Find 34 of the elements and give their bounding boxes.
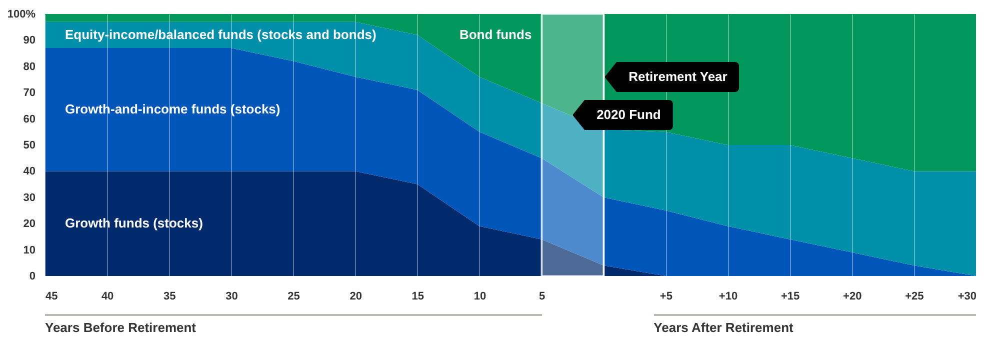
- x-tick-label: +30: [958, 290, 976, 302]
- y-tick-label: 10: [23, 244, 36, 256]
- y-tick-label: 40: [23, 166, 36, 178]
- callout-tag: 2020 Fund: [572, 100, 673, 130]
- y-tick-label: 70: [23, 87, 36, 100]
- x-tick-label: 35: [164, 290, 176, 302]
- x-tick-label: 5: [538, 290, 546, 302]
- x-tick-label: 40: [101, 290, 114, 302]
- y-tick-label: 0: [29, 270, 36, 282]
- x-axis-title: Years Before Retirement: [45, 314, 542, 335]
- y-tick-label: 100%: [7, 8, 36, 20]
- x-tick-label: +10: [718, 290, 738, 302]
- x-tick-label: +5: [660, 290, 672, 302]
- text: Years After Retirement: [654, 314, 976, 335]
- series-label: Growth funds (stocks): [65, 216, 203, 231]
- y-tick-label: 80: [23, 60, 36, 73]
- y-tick-label: 50: [23, 140, 36, 152]
- x-tick-label: 25: [288, 290, 300, 302]
- series-label: Bond funds: [459, 26, 532, 42]
- series-label: Growth-and-income funds (stocks): [65, 102, 280, 117]
- x-tick-label: +20: [843, 290, 862, 302]
- x-tick-label: 20: [350, 290, 362, 302]
- x-tick-label: +15: [780, 290, 800, 302]
- y-tick-label: 90: [23, 34, 36, 47]
- x-tick-label: 45: [46, 290, 58, 302]
- series-label: Equity-income/balanced funds (stocks and bonds): [65, 26, 376, 42]
- x-tick-label: +25: [905, 290, 924, 302]
- y-tick-label: 30: [23, 192, 36, 204]
- x-tick-label: 15: [412, 290, 424, 302]
- callout-tag: Retirement Year: [604, 62, 740, 92]
- y-tick-label: 60: [23, 113, 36, 126]
- x-tick-label: 10: [474, 290, 486, 302]
- x-tick-label: 30: [226, 290, 238, 302]
- y-tick-label: 20: [23, 218, 36, 230]
